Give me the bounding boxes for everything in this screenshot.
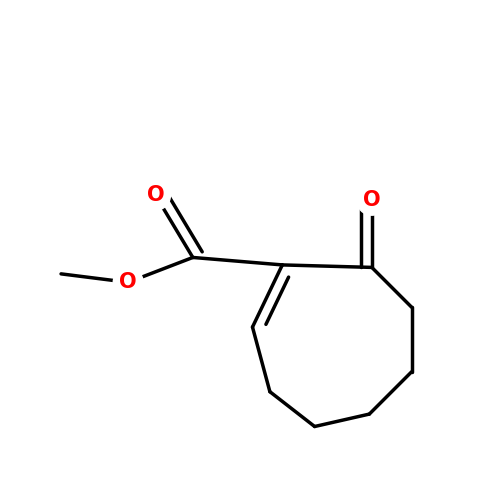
Circle shape [114,268,143,297]
Circle shape [140,180,170,210]
Circle shape [357,186,386,215]
Text: O: O [120,272,137,292]
Text: O: O [363,190,380,210]
Text: O: O [146,186,164,206]
